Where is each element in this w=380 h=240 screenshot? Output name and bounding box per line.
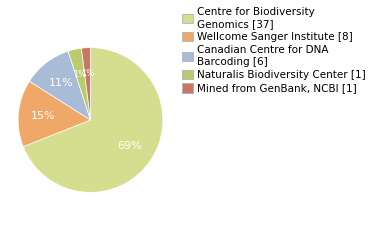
Wedge shape: [18, 81, 90, 147]
Text: 15%: 15%: [31, 111, 56, 120]
Wedge shape: [68, 48, 90, 120]
Text: 1%: 1%: [74, 70, 87, 78]
Wedge shape: [23, 48, 163, 192]
Wedge shape: [29, 51, 90, 120]
Text: 1%: 1%: [81, 69, 94, 78]
Legend: Centre for Biodiversity
Genomics [37], Wellcome Sanger Institute [8], Canadian C: Centre for Biodiversity Genomics [37], W…: [182, 7, 366, 94]
Wedge shape: [81, 48, 90, 120]
Text: 69%: 69%: [117, 141, 142, 151]
Text: 11%: 11%: [49, 78, 74, 88]
